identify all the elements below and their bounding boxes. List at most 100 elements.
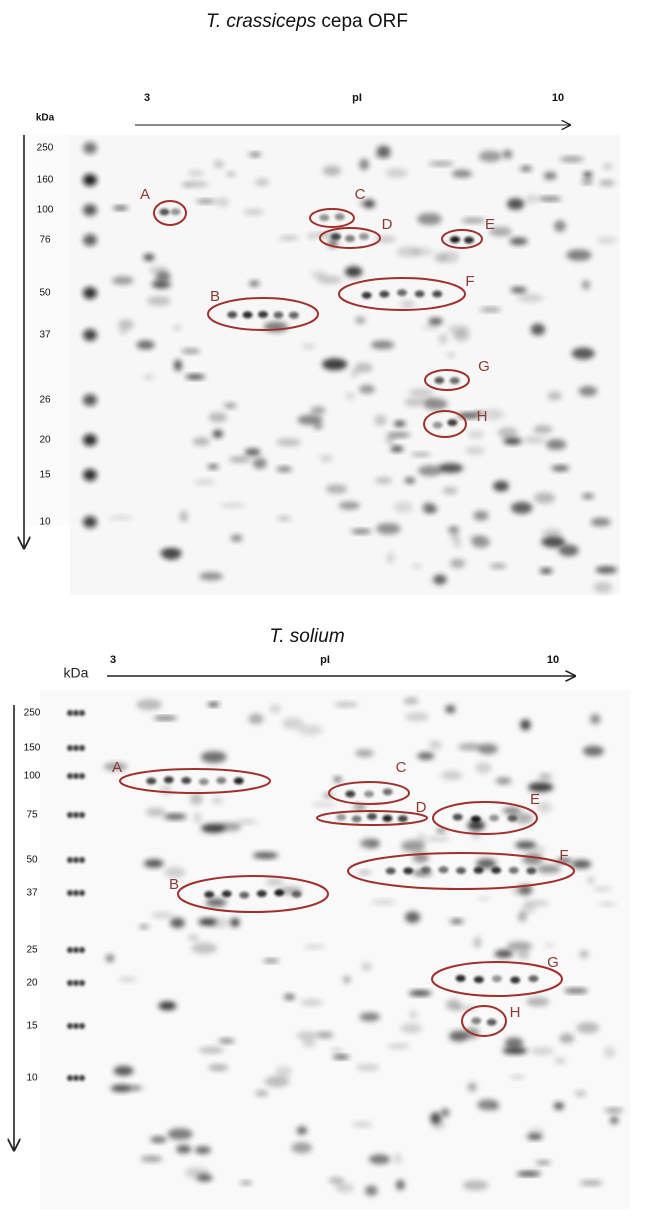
- protein-spot: [438, 866, 449, 874]
- protein-spot: [188, 934, 199, 941]
- protein-spot: [105, 954, 115, 963]
- protein-spot: [385, 168, 408, 178]
- protein-spot: [471, 536, 490, 548]
- marker-band: [79, 890, 85, 896]
- protein-spot: [595, 566, 618, 574]
- protein-spot: [139, 924, 150, 929]
- protein-spot: [478, 896, 490, 901]
- protein-spot: [428, 740, 442, 750]
- protein-spot: [211, 797, 223, 805]
- protein-spot: [279, 235, 299, 241]
- protein-spot: [420, 397, 437, 402]
- protein-spot: [445, 705, 456, 714]
- protein-spot: [118, 329, 128, 335]
- marker-band: [67, 1023, 73, 1029]
- protein-spot: [527, 1133, 543, 1140]
- protein-spot: [311, 802, 337, 807]
- protein-spot: [546, 439, 567, 450]
- protein-spot: [554, 1057, 566, 1065]
- ph-high: 10: [547, 654, 559, 666]
- protein-spot: [158, 1001, 177, 1011]
- spot-ring: [338, 277, 466, 311]
- protein-spot: [528, 975, 539, 983]
- protein-spot: [196, 199, 216, 204]
- protein-spot: [273, 311, 284, 319]
- protein-spot: [566, 249, 592, 261]
- marker-band: [79, 980, 85, 986]
- protein-spot: [438, 333, 448, 344]
- protein-spot: [151, 280, 167, 287]
- protein-spot: [543, 171, 557, 180]
- protein-spot: [338, 501, 360, 510]
- protein-spot: [447, 419, 458, 427]
- marker-band: [83, 434, 97, 446]
- protein-spot: [593, 886, 612, 892]
- protein-spot: [438, 463, 464, 473]
- protein-spot: [409, 1010, 418, 1019]
- strain: cepa ORF: [321, 11, 408, 32]
- protein-spot: [332, 1054, 350, 1060]
- protein-spot: [159, 208, 170, 216]
- protein-spot: [316, 1031, 334, 1039]
- mw-label: 15: [39, 470, 51, 481]
- protein-spot: [248, 152, 262, 157]
- protein-spot: [319, 214, 330, 222]
- spot-label: E: [485, 216, 495, 233]
- mw-label: 10: [39, 517, 51, 528]
- spot-label: C: [355, 186, 366, 203]
- protein-spot: [456, 867, 466, 875]
- protein-spot: [417, 832, 426, 844]
- protein-spot: [258, 311, 268, 319]
- protein-spot: [344, 392, 356, 400]
- protein-spot: [395, 1179, 405, 1191]
- protein-spot: [213, 160, 225, 169]
- protein-spot: [374, 154, 392, 159]
- protein-spot: [432, 290, 443, 298]
- protein-spot: [503, 437, 522, 445]
- protein-spot: [322, 358, 348, 371]
- protein-spot: [473, 976, 484, 984]
- ph-label: pI: [320, 654, 330, 666]
- protein-spot: [298, 724, 323, 736]
- protein-spot: [596, 236, 617, 245]
- protein-spot: [207, 702, 220, 707]
- species: T. crassiceps: [206, 11, 317, 32]
- marker-band: [79, 947, 85, 953]
- protein-spot: [118, 976, 137, 982]
- protein-spot: [334, 702, 359, 708]
- protein-spot: [264, 1076, 290, 1087]
- protein-spot: [345, 235, 355, 243]
- protein-spot: [586, 876, 595, 885]
- spot-label: G: [478, 358, 490, 375]
- protein-spot: [317, 275, 343, 284]
- protein-spot: [476, 858, 497, 869]
- protein-spot: [471, 1017, 482, 1025]
- spot-label: D: [416, 799, 427, 816]
- protein-spot: [440, 1108, 450, 1118]
- protein-spot: [252, 457, 267, 469]
- protein-spot: [553, 1102, 565, 1110]
- protein-spot: [489, 226, 512, 237]
- protein-spot: [311, 271, 327, 279]
- marker-band: [83, 329, 97, 341]
- spot-ring: [347, 852, 575, 890]
- protein-spot: [582, 493, 594, 500]
- protein-spot: [335, 1183, 354, 1193]
- protein-spot: [296, 1031, 318, 1041]
- protein-spot: [143, 374, 154, 380]
- protein-spot: [162, 549, 180, 560]
- protein-spot: [457, 743, 482, 751]
- spot-ring: [177, 875, 329, 913]
- spot-label: A: [112, 759, 122, 776]
- protein-spot: [355, 749, 374, 758]
- protein-spot: [489, 563, 507, 569]
- protein-spot: [533, 425, 553, 434]
- protein-spot: [455, 974, 466, 982]
- protein-spot: [274, 889, 285, 897]
- mw-label: 250: [37, 143, 54, 154]
- protein-spot: [263, 958, 280, 963]
- marker-band: [83, 234, 97, 246]
- protein-spot: [558, 544, 579, 557]
- protein-spot: [579, 950, 589, 959]
- protein-spot: [345, 790, 356, 798]
